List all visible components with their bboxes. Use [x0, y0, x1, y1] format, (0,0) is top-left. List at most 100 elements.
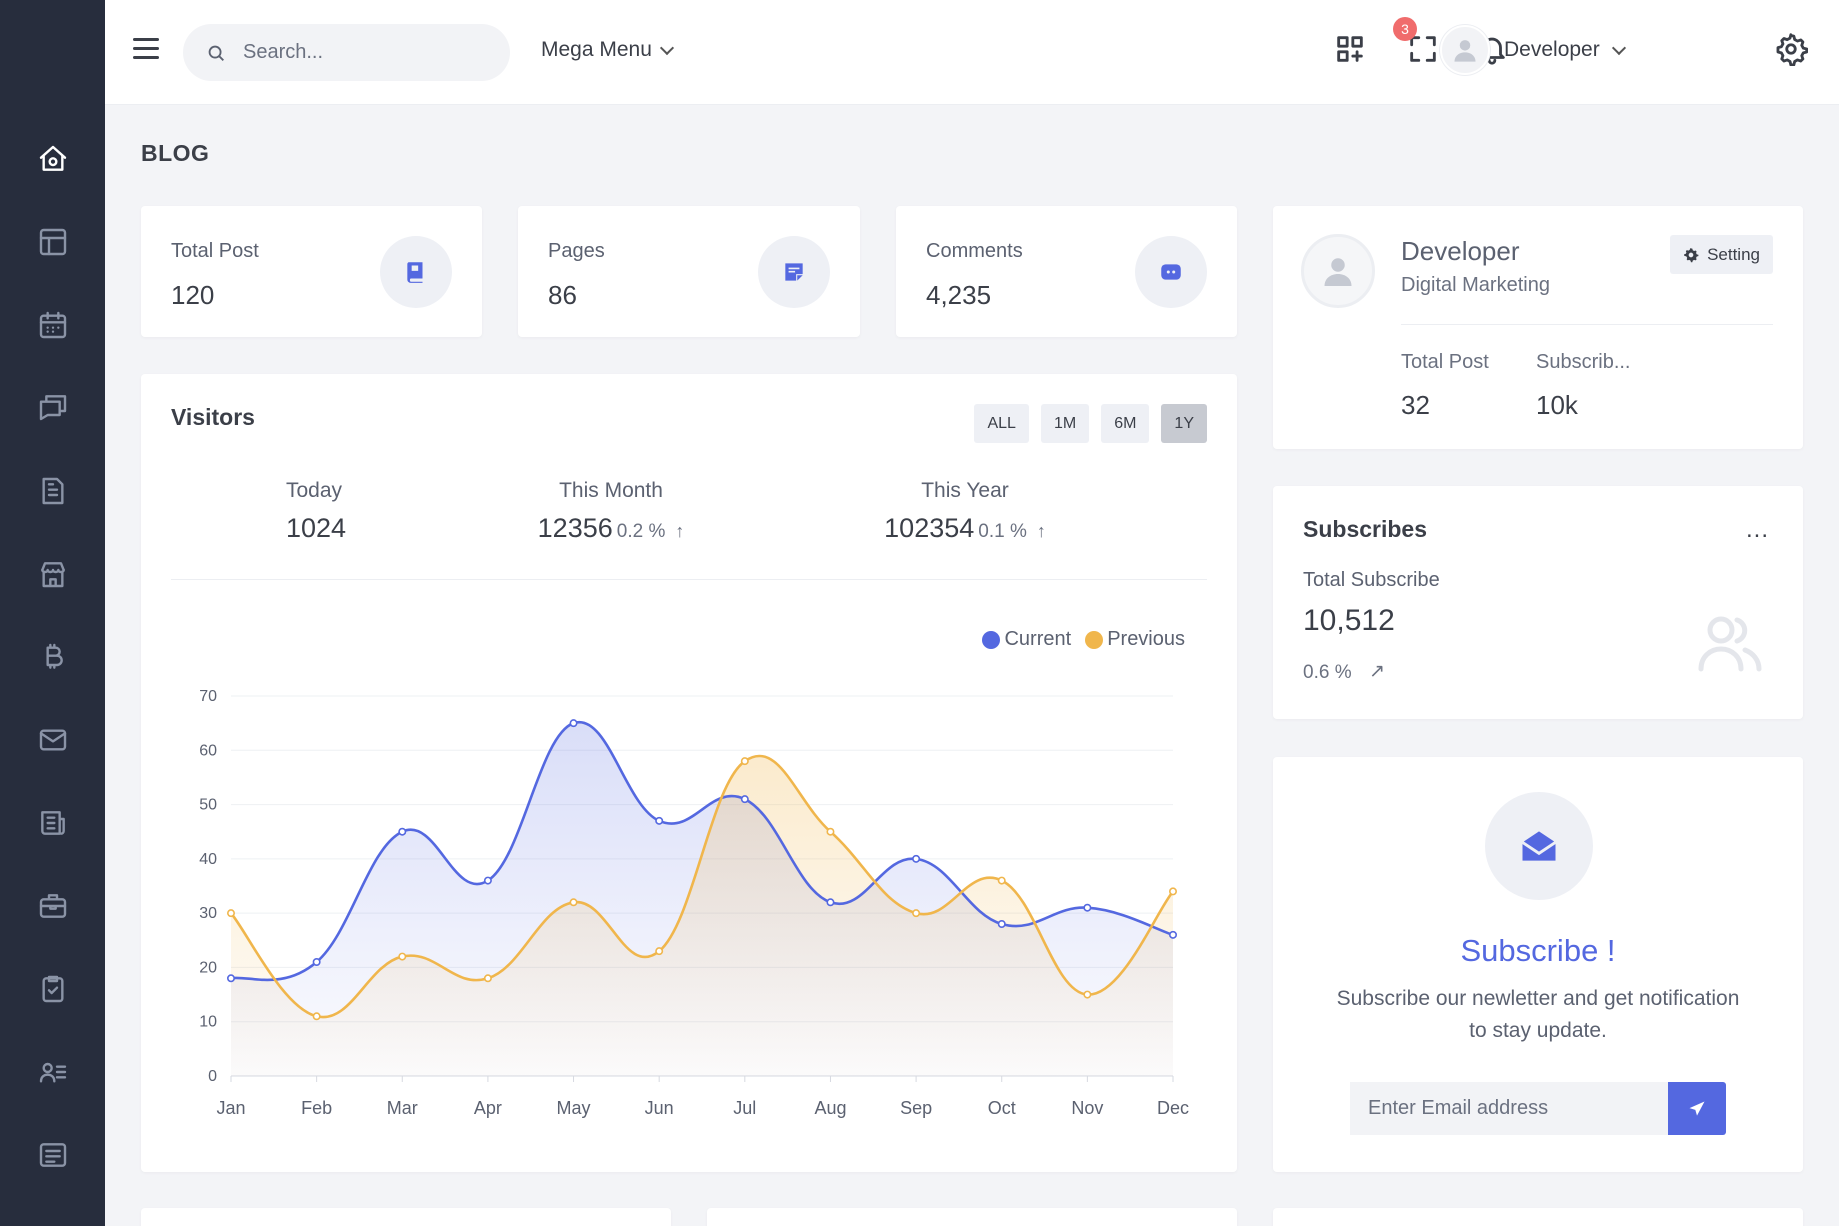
range-button-1y[interactable]: 1Y [1161, 404, 1207, 443]
mega-menu-label: Mega Menu [541, 38, 652, 61]
sidebar-item-forms[interactable] [36, 1138, 70, 1172]
data-point-previous[interactable] [227, 909, 236, 918]
users-icon [1695, 614, 1765, 674]
data-point-previous[interactable] [1169, 887, 1178, 896]
sidebar-item-crypto[interactable] [36, 640, 70, 674]
user-silhouette-icon [1454, 40, 1476, 62]
sidebar-item-documents[interactable] [36, 474, 70, 508]
data-point-previous[interactable] [312, 1012, 321, 1021]
sidebar-item-layout[interactable] [36, 225, 70, 259]
legend-item-previous[interactable]: Previous [1085, 628, 1185, 651]
sidebar-item-home[interactable] [36, 142, 70, 176]
sidebar-item-tasks[interactable] [36, 972, 70, 1006]
data-point-current[interactable] [227, 974, 236, 983]
subscribe-title: Subscribe ! [1460, 933, 1616, 968]
subscribe-cta-card: Subscribe ! Subscribe our newletter and … [1273, 757, 1803, 1172]
data-point-current[interactable] [826, 898, 835, 907]
data-point-current[interactable] [997, 919, 1006, 928]
x-tick-label: Nov [1071, 1098, 1103, 1118]
menu-toggle-icon[interactable] [133, 38, 159, 64]
mail-icon [39, 729, 67, 751]
data-point-previous[interactable] [655, 947, 664, 956]
user-list-icon [39, 1062, 67, 1083]
series-area-previous [231, 755, 1173, 1076]
kpi-value: 12356 0.2 % ↑ [537, 513, 685, 543]
search-input[interactable] [243, 41, 483, 64]
book-icon [380, 236, 452, 308]
sidebar-item-jobs[interactable] [36, 889, 70, 923]
data-point-current[interactable] [740, 795, 749, 804]
more-options-icon[interactable]: ... [1745, 516, 1769, 543]
range-button-6m[interactable]: 6M [1101, 404, 1150, 443]
kpi-label: This Month [559, 479, 663, 502]
send-button[interactable] [1668, 1082, 1726, 1135]
range-button-1m[interactable]: 1M [1040, 404, 1090, 443]
legend-item-current[interactable]: Current [982, 628, 1071, 651]
sidebar-item-contacts[interactable] [36, 1055, 70, 1089]
data-point-current[interactable] [912, 854, 921, 863]
data-point-previous[interactable] [740, 757, 749, 766]
y-tick-label: 60 [199, 742, 217, 759]
stat-card-pages: Pages 86 [518, 206, 860, 337]
subscribes-percent: 0.6 % [1303, 662, 1352, 683]
settings-gear-icon[interactable] [1774, 32, 1809, 67]
x-tick-label: Oct [988, 1098, 1016, 1118]
visitors-title: Visitors [171, 404, 255, 430]
paper-plane-icon [1689, 1101, 1705, 1116]
divider [1401, 324, 1773, 325]
chat-icon [39, 395, 67, 421]
topbar: Mega Menu 3 Developer [105, 0, 1839, 105]
data-point-previous[interactable] [997, 876, 1006, 885]
sidebar-item-blog[interactable] [36, 806, 70, 840]
sidebar-item-store[interactable] [36, 557, 70, 591]
sidebar-item-email[interactable] [36, 723, 70, 757]
sidebar-item-calendar[interactable] [36, 308, 70, 342]
legend-dot [1085, 630, 1104, 649]
avatar [1440, 25, 1490, 75]
document-icon [42, 477, 64, 505]
data-point-previous[interactable] [1083, 990, 1092, 999]
profile-role: Digital Marketing [1401, 274, 1550, 296]
data-point-current[interactable] [1083, 903, 1092, 912]
data-point-current[interactable] [569, 719, 578, 728]
setting-button[interactable]: Setting [1670, 235, 1773, 274]
data-point-current[interactable] [655, 816, 664, 825]
series-line-current [230, 720, 1174, 982]
kpi-label: Today [286, 479, 343, 502]
user-silhouette-icon [1324, 258, 1352, 286]
subscribe-text: Subscribe our newletter and get notifica… [1336, 987, 1740, 1042]
avatar [1301, 234, 1375, 308]
x-tick-label: Jun [645, 1098, 674, 1118]
subscribes-title: Subscribes [1303, 516, 1427, 542]
sidebar [0, 0, 105, 1226]
x-tick-label: Feb [301, 1098, 332, 1118]
profile-stat-value: 32 [1401, 390, 1430, 420]
sidebar-item-chat[interactable] [36, 390, 70, 424]
arrow-up-icon: ↑ [1036, 521, 1046, 541]
data-point-previous[interactable] [826, 827, 835, 836]
apps-grid-icon[interactable] [1333, 32, 1367, 66]
data-point-current[interactable] [312, 957, 321, 966]
profile-card: Developer Digital Marketing Setting Tota… [1273, 206, 1803, 449]
arrow-up-right-icon: ↗ [1369, 661, 1385, 682]
data-point-current[interactable] [1169, 930, 1178, 939]
x-tick-label: Aug [814, 1098, 846, 1118]
data-point-previous[interactable] [912, 909, 921, 918]
email-field[interactable] [1350, 1082, 1668, 1135]
data-point-previous[interactable] [483, 974, 492, 983]
clipboard-check-icon [42, 975, 64, 1003]
mega-menu-dropdown[interactable]: Mega Menu [541, 38, 674, 62]
legend-label: Previous [1107, 628, 1185, 650]
range-button-all[interactable]: ALL [974, 404, 1029, 443]
data-point-current[interactable] [483, 876, 492, 885]
page-title: BLOG [141, 140, 210, 166]
kpi-value: 1024 [286, 513, 347, 543]
x-tick-label: Dec [1157, 1098, 1189, 1118]
arrow-up-icon: ↑ [675, 521, 685, 541]
data-point-current[interactable] [398, 827, 407, 836]
y-tick-label: 10 [199, 1014, 217, 1031]
x-tick-label: Sep [900, 1098, 932, 1118]
data-point-previous[interactable] [569, 898, 578, 907]
user-menu[interactable]: Developer [1440, 25, 1626, 75]
data-point-previous[interactable] [398, 952, 407, 961]
